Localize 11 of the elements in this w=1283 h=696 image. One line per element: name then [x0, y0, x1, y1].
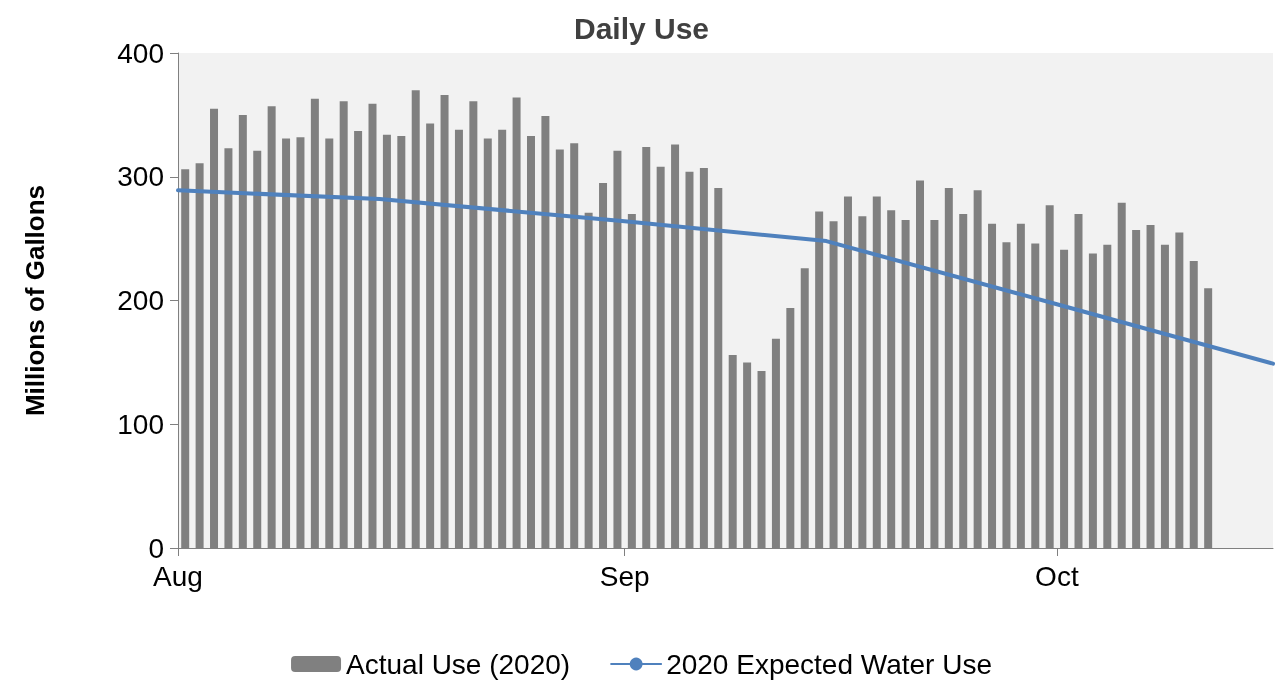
y-axis-title: Millions of Gallons	[20, 184, 50, 417]
legend-label: 2020 Expected Water Use	[666, 648, 992, 680]
chart-title: Daily Use	[573, 11, 710, 45]
line-series	[176, 188, 1275, 366]
x-tick-label: Sep	[599, 560, 650, 592]
legend-label: Actual Use (2020)	[346, 648, 571, 680]
y-tick-label: 100	[117, 408, 164, 440]
y-tick-label: 200	[117, 285, 164, 316]
x-tick-label: Oct	[1035, 560, 1079, 592]
y-tick-label: 300	[117, 161, 164, 193]
y-tick-label: 400	[117, 37, 164, 69]
